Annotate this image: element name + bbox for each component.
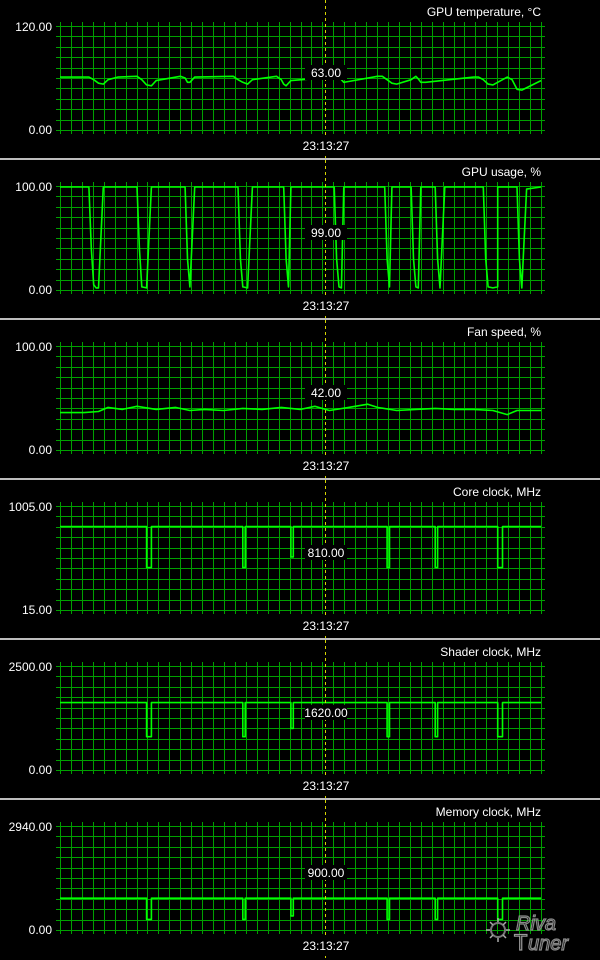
cursor-time-label: 23:13:27 (303, 619, 350, 633)
graph-title: GPU usage, % (462, 165, 542, 179)
cursor-value-label: 810.00 (308, 546, 345, 560)
y-max-label: 120.00 (15, 20, 52, 34)
cursor-time-bg (299, 778, 353, 793)
cursor-time-bg (299, 458, 353, 473)
cursor-time-bg (299, 298, 353, 313)
series-line (60, 403, 541, 416)
graph-title: Memory clock, MHz (436, 805, 541, 819)
graph-svg: 42.00 Fan speed, % 100.00 0.00 23:13:27 (15, 320, 545, 478)
graph-svg: 900.00 Memory clock, MHz 2940.00 0.00 23:13:… (9, 800, 545, 958)
y-min-label: 15.00 (22, 603, 52, 617)
y-max-label: 2500.00 (9, 660, 53, 674)
grid (56, 822, 545, 934)
svg-text:Riva: Riva (516, 913, 556, 935)
cursor-value-bg (305, 865, 347, 880)
cursor-value-label: 99.00 (311, 226, 341, 240)
graph-panel: 1620.00 Shader clock, MHz 2500.00 0.00 23:13… (0, 640, 600, 800)
cursor-time-bg (299, 938, 353, 953)
panel-separator (0, 478, 600, 480)
svg-text:uner: uner (528, 933, 569, 955)
graph-title: Fan speed, % (467, 325, 541, 339)
cursor-value-label: 63.00 (311, 66, 341, 80)
panel-separator (0, 158, 600, 160)
y-max-label: 100.00 (15, 180, 52, 194)
svg-text:T: T (514, 930, 527, 955)
cursor-time-label: 23:13:27 (303, 299, 350, 313)
grid (56, 502, 545, 614)
graph-title: Core clock, MHz (453, 485, 541, 499)
cursor-time-label: 23:13:27 (303, 939, 350, 953)
y-min-label: 0.00 (29, 763, 53, 777)
panel-separator (0, 638, 600, 640)
y-max-label: 1005.00 (9, 500, 53, 514)
series-line (60, 701, 541, 738)
graph-panel: 810.00 Core clock, MHz 1005.00 15.00 23:13:2… (0, 480, 600, 640)
graph-svg: 810.00 Core clock, MHz 1005.00 15.00 23:13:2… (9, 480, 545, 638)
graph-svg: 63.00 GPU temperature, °C 120.00 0.00 23:13:… (15, 0, 545, 158)
cursor-value-label: 42.00 (311, 386, 341, 400)
graph-panel: 63.00 GPU temperature, °C 120.00 0.00 23:13:… (0, 0, 600, 160)
graph-panel: 99.00 GPU usage, % 100.00 0.00 23:13:27 (0, 160, 600, 320)
cursor-value-bg (305, 65, 347, 80)
cursor-time-bg (299, 618, 353, 633)
graph-title: Shader clock, MHz (440, 645, 541, 659)
graph-svg: 1620.00 Shader clock, MHz 2500.00 0.00 23:13… (9, 640, 545, 798)
y-min-label: 0.00 (29, 123, 53, 137)
series-line (60, 525, 541, 569)
graph-svg: 99.00 GPU usage, % 100.00 0.00 23:13:27 (15, 160, 545, 318)
series-line (60, 186, 542, 289)
grid (56, 182, 545, 294)
y-max-label: 2940.00 (9, 820, 53, 834)
cursor-value-bg (305, 385, 347, 400)
grid (56, 342, 545, 454)
panel-separator (0, 798, 600, 800)
y-min-label: 0.00 (29, 283, 53, 297)
cursor-time-label: 23:13:27 (303, 459, 350, 473)
cursor-value-bg (305, 545, 347, 560)
rivatuner-logo: Riva uner T (486, 912, 570, 956)
panel-separator (0, 318, 600, 320)
graph-panel: 900.00 Memory clock, MHz 2940.00 0.00 23:13:… (0, 800, 600, 960)
cursor-time-bg (299, 138, 353, 153)
cursor-value-label: 1620.00 (304, 706, 348, 720)
y-min-label: 0.00 (29, 443, 53, 457)
graph-panel: 42.00 Fan speed, % 100.00 0.00 23:13:27 (0, 320, 600, 480)
series-line (60, 897, 541, 921)
cursor-value-bg (305, 705, 347, 720)
series-line (60, 75, 542, 91)
y-min-label: 0.00 (29, 923, 53, 937)
cursor-time-label: 23:13:27 (303, 139, 350, 153)
y-max-label: 100.00 (15, 340, 52, 354)
graph-title: GPU temperature, °C (427, 5, 542, 19)
grid (56, 662, 545, 774)
cursor-value-label: 900.00 (308, 866, 345, 880)
grid (56, 22, 545, 134)
cursor-value-bg (305, 225, 347, 240)
cursor-time-label: 23:13:27 (303, 779, 350, 793)
